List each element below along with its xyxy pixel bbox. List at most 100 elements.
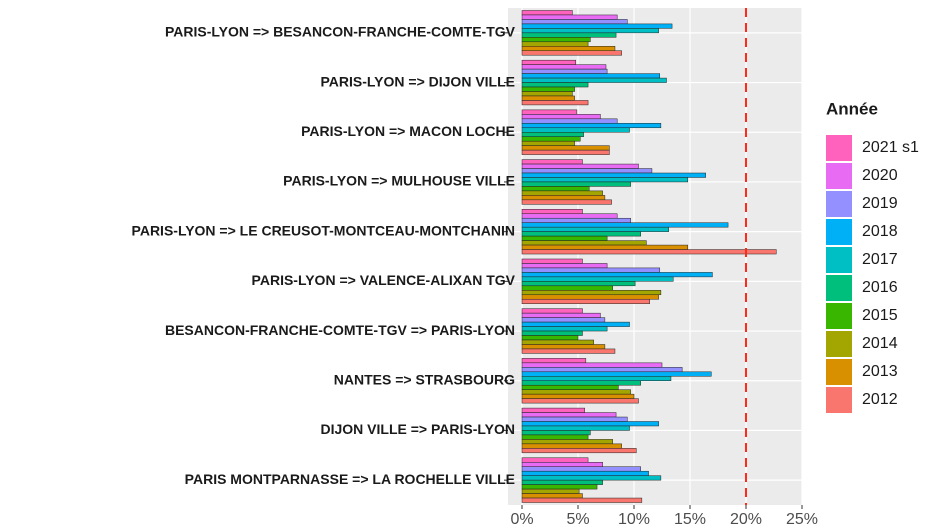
legend-label: 2018 — [862, 223, 898, 240]
legend-label: 2015 — [862, 307, 898, 324]
legend-label: 2021 s1 — [862, 139, 919, 156]
bar — [521, 339, 594, 345]
bar — [521, 407, 585, 413]
bar — [521, 10, 573, 16]
bar — [521, 285, 613, 291]
bar — [521, 389, 631, 395]
bar — [521, 168, 653, 174]
bar — [521, 86, 575, 92]
legend-label: 2016 — [862, 279, 898, 296]
bar — [521, 163, 639, 169]
bar — [521, 209, 583, 215]
legend-title: Année — [826, 99, 878, 118]
bar — [521, 267, 661, 273]
bar — [521, 479, 603, 485]
bar — [521, 213, 618, 219]
bar — [521, 68, 608, 74]
bar — [521, 439, 613, 445]
legend-label: 2019 — [862, 195, 898, 212]
bar — [521, 425, 630, 431]
bar — [521, 290, 662, 296]
bar — [521, 484, 598, 490]
bar — [521, 384, 619, 390]
bar — [521, 362, 663, 368]
bar — [521, 50, 622, 56]
bar — [521, 380, 641, 386]
bar — [521, 14, 618, 20]
bar — [521, 235, 608, 241]
legend-key — [826, 331, 852, 357]
bar — [521, 272, 713, 278]
bar — [521, 258, 583, 264]
bar — [521, 195, 606, 201]
bar — [521, 41, 589, 47]
bar — [521, 46, 616, 51]
bar — [521, 263, 608, 269]
y-tick-label: PARIS-LYON => MACON LOCHE — [301, 123, 515, 139]
bar — [521, 416, 628, 422]
bar — [521, 308, 583, 314]
legend-label: 2012 — [862, 391, 898, 408]
y-tick-label: PARIS-LYON => MULHOUSE VILLE — [283, 173, 515, 189]
legend-key — [826, 191, 852, 217]
y-tick-label: DIJON VILLE => PARIS-LYON — [321, 421, 516, 437]
bar — [521, 149, 610, 155]
bar — [521, 118, 618, 124]
bar — [521, 136, 581, 142]
legend-key — [826, 163, 852, 189]
y-tick-label: BESANCON-FRANCHE-COMTE-TGV => PARIS-LYON — [165, 322, 515, 338]
bar — [521, 358, 587, 364]
bar — [521, 434, 589, 440]
bar — [521, 371, 712, 377]
bar — [521, 23, 673, 29]
bar — [521, 186, 590, 192]
bar — [521, 412, 617, 418]
y-tick-label: PARIS-LYON => BESANCON-FRANCHE-COMTE-TGV — [165, 24, 516, 40]
bar — [521, 393, 635, 399]
legend-key — [826, 275, 852, 301]
bar — [521, 181, 631, 187]
y-tick-label: PARIS-LYON => DIJON VILLE — [321, 73, 516, 89]
bar — [521, 457, 589, 463]
bar — [521, 281, 636, 287]
bar — [521, 497, 643, 503]
bar — [521, 240, 647, 246]
legend-label: 2017 — [862, 251, 898, 268]
bar — [521, 488, 580, 494]
bar — [521, 82, 589, 88]
bar — [521, 317, 606, 323]
bar — [521, 222, 729, 228]
bar — [521, 217, 631, 223]
bar — [521, 430, 591, 436]
bar — [521, 159, 583, 165]
bar — [521, 231, 641, 237]
bar — [521, 470, 649, 476]
bar — [521, 348, 616, 354]
y-tick-label: PARIS-LYON => VALENCE-ALIXAN TGV — [252, 272, 516, 288]
bar — [521, 109, 578, 115]
bar — [521, 376, 672, 382]
bar — [521, 276, 674, 282]
bar — [521, 64, 607, 70]
legend-key — [826, 247, 852, 273]
bar — [521, 493, 583, 499]
y-tick-label: NANTES => STRASBOURG — [334, 371, 515, 387]
bar — [521, 127, 630, 133]
bar — [521, 294, 659, 300]
legend-key — [826, 219, 852, 245]
x-tick-label: 0% — [510, 511, 533, 528]
x-tick-label: 20% — [730, 511, 762, 528]
bar — [521, 177, 689, 183]
bar — [521, 190, 603, 196]
bar — [521, 73, 661, 79]
bar — [521, 421, 659, 427]
bar — [521, 32, 617, 38]
bar — [521, 114, 601, 120]
bar — [521, 475, 662, 481]
bar — [521, 19, 628, 25]
bar — [521, 462, 603, 467]
x-tick-label: 25% — [786, 511, 818, 528]
x-tick-label: 15% — [674, 511, 706, 528]
x-tick-label: 10% — [618, 511, 650, 528]
